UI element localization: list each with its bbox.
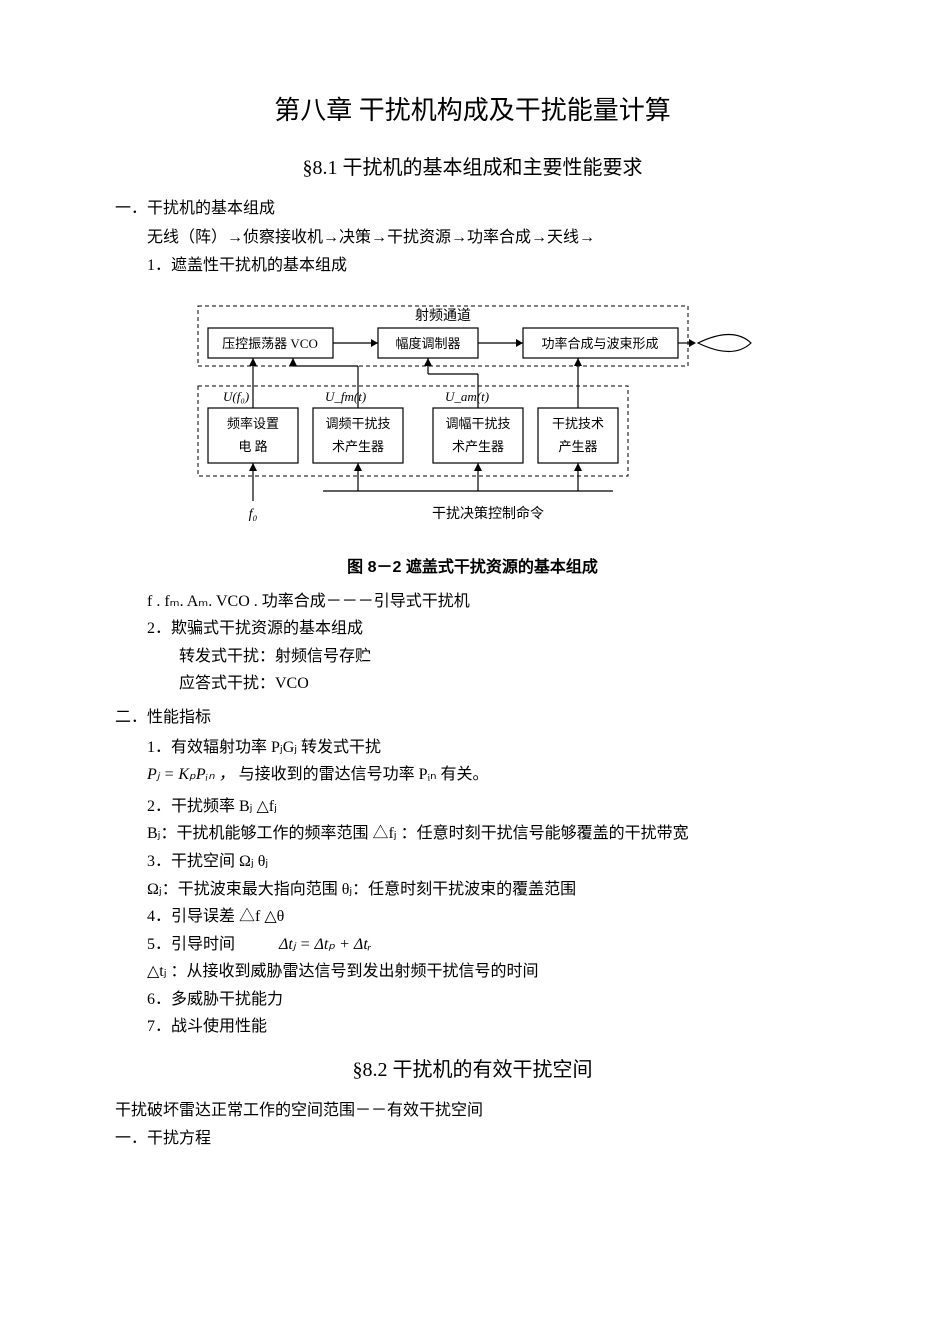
- part1-item2: 2．欺骗式干扰资源的基本组成: [115, 616, 830, 642]
- uf0-label: U(f₀): [223, 389, 249, 404]
- p2-5: 5．引导时间 Δtⱼ = Δtₚ + Δtᵣ: [115, 932, 830, 958]
- rf-channel-label: 射频通道: [415, 308, 471, 324]
- part2-heading: 二．性能指标: [115, 705, 830, 731]
- part1-heading: 一．干扰机的基本组成: [115, 196, 830, 222]
- part1-item1: 1．遮盖性干扰机的基本组成: [115, 253, 830, 279]
- after-fig-line1: f . fₘ. Aₘ. VCO . 功率合成－－－引导式干扰机: [115, 589, 830, 615]
- section-8-1-title: §8.1 干扰机的基本组成和主要性能要求: [115, 152, 830, 184]
- block-diagram: 射频通道 压控振荡器 VCO 幅度调制器 功率合成与波束形成 U(f₀) U_f…: [193, 296, 753, 545]
- freq-box-l2: 电 路: [238, 439, 267, 454]
- part1-item2a: 转发式干扰：射频信号存贮: [115, 644, 830, 670]
- part1-item2b: 应答式干扰：VCO: [115, 671, 830, 697]
- s82-line2: 一．干扰方程: [115, 1126, 830, 1152]
- cmd-label: 干扰决策控制命令: [432, 505, 544, 522]
- power-box-label: 功率合成与波束形成: [541, 336, 658, 351]
- amtech-box-l1: 调幅干扰技: [445, 416, 510, 431]
- p2-5-desc: △tⱼ ：从接收到威胁雷达信号到发出射频干扰信号的时间: [115, 959, 830, 985]
- tech-box-l1: 干扰技术: [551, 416, 603, 431]
- s82-line1: 干扰破坏雷达正常工作的空间范围－－有效干扰空间: [115, 1098, 830, 1124]
- flow-chain-text: 无线（阵）→侦察接收机→决策→干扰资源→功率合成→天线→: [115, 225, 830, 251]
- vco-box-label: 压控振荡器 VCO: [222, 336, 318, 351]
- p2-1-eq: Pⱼ = KₚPᵢₙ ， 与接收到的雷达信号功率 Pᵢₙ 有关。: [115, 762, 830, 788]
- chapter-title: 第八章 干扰机构成及干扰能量计算: [115, 90, 830, 132]
- p2-6: 6．多威胁干扰能力: [115, 987, 830, 1013]
- uam-label: U_am(t): [445, 389, 489, 404]
- p2-4: 4．引导误差 △f △θ: [115, 904, 830, 930]
- tech-box-l2: 产生器: [558, 439, 597, 454]
- section-8-2-title: §8.2 干扰机的有效干扰空间: [115, 1054, 830, 1086]
- p2-2-desc: Bⱼ：干扰机能够工作的频率范围 △fⱼ ：任意时刻干扰信号能够覆盖的干扰带宽: [115, 821, 830, 847]
- p2-1: 1．有效辐射功率 PⱼGⱼ 转发式干扰: [115, 735, 830, 761]
- eq-pj-desc: 与接收到的雷达信号功率 Pᵢₙ 有关。: [239, 766, 489, 783]
- p2-5-eq: Δtⱼ = Δtₚ + Δtᵣ: [239, 936, 378, 953]
- fm-box-l2: 术产生器: [331, 439, 383, 454]
- figure-caption: 图 8－2 遮盖式干扰资源的基本组成: [115, 555, 830, 581]
- amtech-box-l2: 术产生器: [451, 439, 503, 454]
- p2-3: 3．干扰空间 Ωⱼ θⱼ: [115, 849, 830, 875]
- freq-box-l1: 频率设置: [226, 416, 278, 431]
- p2-2: 2．干扰频率 Bⱼ △fⱼ: [115, 794, 830, 820]
- ufm-label: U_fm(t): [325, 389, 366, 404]
- p2-3-desc: Ωⱼ：干扰波束最大指向范围 θⱼ：任意时刻干扰波束的覆盖范围: [115, 877, 830, 903]
- eq-pj: Pⱼ = KₚPᵢₙ ，: [147, 766, 235, 783]
- p2-7: 7．战斗使用性能: [115, 1014, 830, 1040]
- p2-5-label: 5．引导时间: [147, 936, 235, 953]
- f0-label: f₀: [248, 507, 257, 522]
- am-box-label: 幅度调制器: [395, 336, 460, 351]
- fm-box-l1: 调频干扰技: [325, 416, 390, 431]
